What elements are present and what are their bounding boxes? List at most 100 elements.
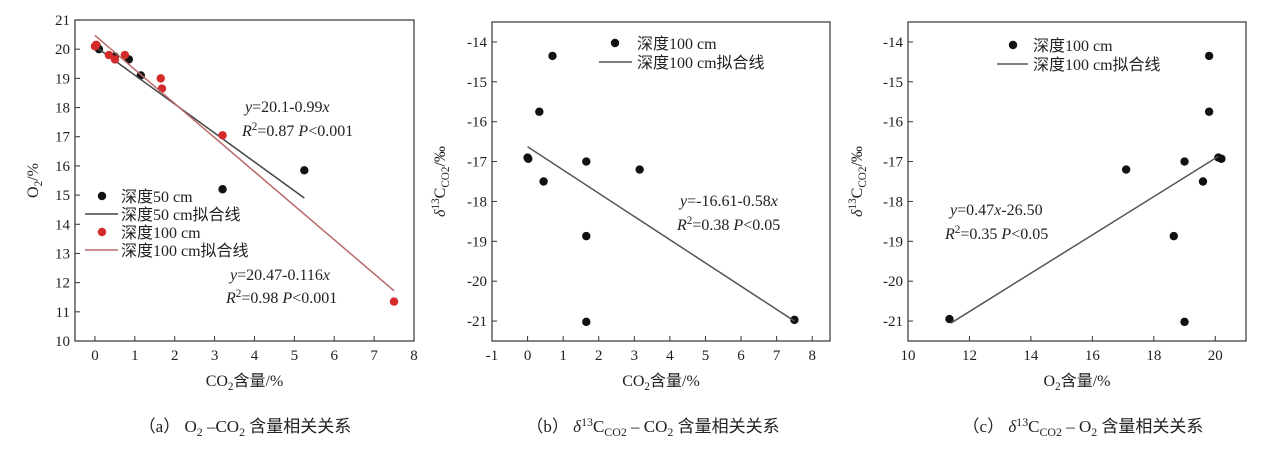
y-axis-label-segment: δ [432, 209, 449, 217]
x-axis-label-segment: 2 [228, 381, 234, 393]
panel-caption-segment: 2 [239, 425, 245, 439]
data-point [157, 84, 167, 93]
regression-equation: y=20.1-0.99x [243, 99, 330, 116]
panel-caption-segment: –CO [203, 417, 239, 436]
regression-equation: y=-16.61-0.58x [678, 193, 778, 210]
regression-equation-segment: x [322, 267, 330, 284]
y-tick-label: 20 [55, 42, 70, 58]
data-point [91, 40, 101, 50]
x-tick-label: 7 [773, 348, 781, 364]
x-tick-label: 5 [291, 348, 299, 364]
x-tick-label: 3 [211, 348, 219, 364]
fit-line [94, 34, 395, 292]
regression-equation-segment: y [948, 202, 958, 219]
data-point [300, 166, 309, 175]
regression-equation-segment: =-16.61-0.58 [687, 193, 771, 210]
y-tick-label: 15 [55, 188, 70, 204]
x-axis-label: CO2含量/% [622, 372, 700, 393]
regression-equation-segment: y [678, 193, 688, 210]
x-axis-label-segment: 含量/% [650, 372, 700, 390]
regression-equation-segment: x [770, 193, 778, 210]
regression-equation: y=20.47-0.116x [228, 267, 330, 284]
y-axis-label-segment: CO2 [440, 167, 452, 188]
panel-caption: （c） δ13CCO2 – O2 含量相关关系 [963, 415, 1204, 439]
x-tick-label: 2 [595, 348, 603, 364]
x-tick-label: 0 [91, 348, 99, 364]
y-axis-label-segment: 2 [33, 181, 45, 187]
regression-equation-segment: =20.47-0.116 [237, 267, 323, 284]
y-axis-label-segment: CO2 [857, 167, 869, 188]
regression-stats-segment: =0.87 [257, 123, 298, 140]
data-point [582, 157, 591, 166]
x-tick-label: 4 [666, 348, 674, 364]
y-axis-label: δ13CCO2/‰ [430, 146, 452, 217]
data-point [120, 50, 130, 60]
panel-caption-segment: 2 [197, 425, 203, 439]
y-axis-label-segment: O [25, 186, 42, 198]
data-point [110, 55, 120, 64]
data-point [389, 297, 399, 306]
regression-stats-segment: <0.001 [292, 290, 337, 307]
x-tick-label: 20 [1208, 348, 1223, 364]
plot-frame [907, 21, 1247, 342]
legend-point-marker [610, 38, 620, 48]
x-tick-label: 2 [171, 348, 179, 364]
legend-label: 深度100 cm拟合线 [1033, 56, 1161, 74]
panel-caption-segment: 含量相关关系 [1097, 417, 1203, 436]
regression-equation-segment: x [321, 99, 329, 116]
regression-stats-segment: R [944, 226, 955, 243]
panel-caption-segment: δ [573, 417, 582, 436]
panel-caption-segment: （c） [963, 417, 1009, 436]
y-tick-label: -20 [883, 274, 903, 290]
panel-caption-segment: 2 [667, 425, 673, 439]
regression-stats-segment: P [1000, 226, 1011, 243]
regression-stats: R2=0.98 P<0.001 [225, 288, 337, 307]
y-tick-label: 16 [55, 159, 71, 175]
data-point [1169, 231, 1178, 241]
y-tick-label: -19 [883, 234, 903, 250]
regression-stats-segment: R [241, 123, 252, 140]
legend-label: 深度50 cm拟合线 [121, 206, 241, 224]
regression-stats-segment: <0.05 [743, 217, 780, 234]
panel-caption-segment: C [1028, 417, 1039, 436]
y-axis-label-segment: C [849, 188, 866, 199]
y-tick-label: -16 [883, 115, 903, 131]
data-point [1180, 157, 1189, 166]
panel-caption-segment: 13 [1016, 415, 1028, 429]
x-tick-label: 8 [410, 348, 418, 364]
y-tick-label: -21 [467, 314, 487, 330]
regression-stats: R2=0.35 P<0.05 [944, 224, 1048, 243]
regression-stats-segment: 2 [955, 224, 961, 236]
regression-stats-segment: =0.98 [241, 290, 282, 307]
panel-caption-segment: 含量相关关系 [673, 417, 779, 436]
panel-caption-segment: δ [1008, 417, 1017, 436]
y-tick-label: 12 [55, 276, 70, 292]
regression-stats-segment: <0.001 [308, 123, 353, 140]
data-point [218, 131, 227, 140]
x-axis-label-segment: CO [206, 373, 228, 390]
panel-caption-segment: 2 [1091, 425, 1097, 439]
data-point [524, 154, 533, 163]
panel-caption-segment: – O [1062, 417, 1091, 436]
x-tick-label: 0 [524, 348, 532, 364]
data-point [635, 165, 644, 174]
data-point [1204, 51, 1214, 61]
regression-equation-segment: x [993, 202, 1001, 219]
panel-caption-segment: 含量相关关系 [245, 417, 351, 436]
x-tick-label: 12 [962, 348, 977, 364]
panel-caption-segment: – CO [627, 417, 668, 436]
y-tick-label: -21 [883, 314, 903, 330]
x-axis-label-segment: CO [622, 373, 644, 390]
regression-equation-segment: =0.47 [957, 202, 994, 219]
data-point [104, 50, 114, 60]
data-point [1204, 107, 1214, 116]
legend-label: 深度100 cm拟合线 [121, 242, 249, 260]
data-point [945, 314, 954, 324]
y-tick-label: -14 [467, 35, 487, 51]
y-tick-label: 17 [55, 130, 71, 146]
data-point [156, 74, 165, 83]
panel-caption-segment: （b） [526, 417, 573, 436]
x-tick-label: 8 [808, 348, 816, 364]
regression-equation-segment: y [243, 99, 253, 116]
x-tick-label: 18 [1146, 348, 1161, 364]
